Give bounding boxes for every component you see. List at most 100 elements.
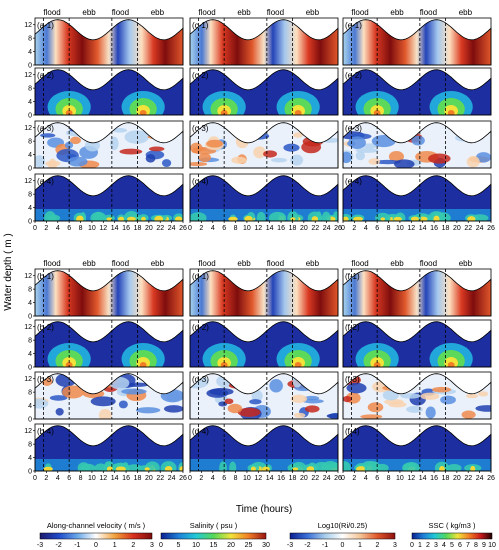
x-tick-label: 2: [352, 225, 356, 232]
panel-label: (c-4): [192, 177, 209, 186]
panel-label: (a-1): [37, 21, 54, 30]
x-tick-label: 18: [289, 475, 297, 482]
y-tick-label: 8: [28, 390, 32, 397]
y-tick-label: 8: [28, 36, 32, 43]
y-tick-label: 0: [28, 219, 32, 226]
panel-label: (b-3): [37, 375, 54, 384]
colorbar-tick-label: 5: [450, 542, 454, 549]
panel-label: (f-4): [345, 427, 360, 436]
colorbar-tick-label: -3: [287, 542, 293, 549]
panel-a-3: (a-3) 0 4 8 12: [24, 120, 184, 173]
colorbar-label: Salinity ( psu ): [190, 521, 238, 530]
phase-label: ebb: [459, 259, 473, 268]
phase-label: ebb: [151, 8, 165, 17]
x-tick-label: 20: [300, 475, 308, 482]
x-tick-label: 6: [222, 225, 226, 232]
x-tick-label: 8: [234, 225, 238, 232]
x-tick-label: 26: [179, 475, 187, 482]
panel-label: (e-4): [345, 177, 362, 186]
x-tick-label: 14: [419, 225, 427, 232]
colorbar-tick-label: 10: [488, 542, 496, 549]
x-tick-label: 22: [156, 475, 164, 482]
colorbar-tick-label: 20: [227, 542, 235, 549]
panel-d-1: (d-1) flood ebb flood ebb: [189, 259, 339, 317]
colorbar-tick-label: 6: [458, 542, 462, 549]
x-tick-label: 8: [387, 225, 391, 232]
panel-a-1: (a-1) 0 4 8 12 flood ebb flood ebb: [24, 8, 184, 70]
x-tick-label: 12: [254, 475, 262, 482]
y-tick-label: 4: [28, 99, 32, 106]
colorbar-tick-label: 5: [177, 542, 181, 549]
panel-e-1: (e-1) flood ebb flood ebb: [342, 8, 492, 66]
colorbar-tick-label: -3: [37, 542, 43, 549]
x-tick-label: 10: [88, 475, 96, 482]
x-tick-label: 16: [122, 225, 130, 232]
x-tick-label: 0: [188, 225, 192, 232]
phase-label: ebb: [237, 8, 251, 17]
phase-label: ebb: [390, 259, 404, 268]
y-tick-label: 4: [28, 455, 32, 462]
colorbar-row: Along-channel velocity ( m/s ) -3 -2 -1 0 1 2 3…: [37, 521, 496, 549]
panel-f-3: (f-3): [342, 371, 492, 420]
colorbar-tick-label: 2: [426, 542, 430, 549]
colorbar-tick-label: -2: [304, 542, 310, 549]
phase-label: flood: [198, 259, 215, 268]
panel-label: (e-2): [345, 71, 362, 80]
colorbar-tick-label: 4: [442, 542, 446, 549]
x-tick-label: 2: [44, 475, 48, 482]
panel-label: (a-2): [37, 71, 54, 80]
colorbar-tick-label: 0: [94, 542, 98, 549]
panel-c-4: (c-4)0 2 4 6 8 10 12 14 16 18 20 22 24 26: [188, 173, 342, 232]
y-tick-label: 0: [28, 166, 32, 173]
colorbar-label: Along-channel velocity ( m/s ): [47, 521, 146, 530]
colorbar-tick-label: 0: [410, 542, 414, 549]
y-tick-label: 4: [28, 351, 32, 358]
panel-c-1: (c-1) flood ebb flood ebb: [189, 8, 339, 66]
x-tick-label: 22: [464, 225, 472, 232]
x-tick-label: 12: [407, 225, 415, 232]
x-tick-label: 2: [44, 225, 48, 232]
panel-label: (d-4): [192, 427, 209, 436]
panel-f-4: (f-4)0 2 4 6 8 10 12 14 16 18 20 22 24 26: [341, 423, 495, 482]
x-tick-label: 8: [79, 225, 83, 232]
x-tick-label: 0: [33, 225, 37, 232]
y-tick-label: 12: [24, 273, 32, 280]
colorbar-1: Along-channel velocity ( m/s ) -3 -2 -1 0 1 2 3: [37, 521, 154, 549]
colorbar-tick-label: 7: [466, 542, 470, 549]
phase-label: ebb: [82, 259, 96, 268]
colorbar-2: Salinity ( psu ) 0 5 10 15 20 25 30: [159, 521, 270, 549]
colorbar-tick-label: 30: [262, 542, 270, 549]
x-tick-label: 14: [419, 475, 427, 482]
panel-label: (c-3): [192, 124, 209, 133]
x-tick-label: 10: [243, 225, 251, 232]
colorbar-tick-label: -1: [74, 542, 80, 549]
colorbar-tick-label: 1: [113, 542, 117, 549]
x-tick-label: 12: [99, 475, 107, 482]
panel-label: (c-1): [192, 21, 209, 30]
x-tick-label: 4: [364, 225, 368, 232]
panel-c-3: (c-3): [189, 120, 339, 169]
x-tick-label: 0: [188, 475, 192, 482]
panel-label: (b-2): [37, 323, 54, 332]
colorbar-tick-label: 0: [159, 542, 163, 549]
colorbar-label: Log10(Ri/0.25): [318, 521, 368, 530]
phase-label: flood: [267, 259, 284, 268]
x-tick-label: 6: [375, 225, 379, 232]
x-tick-label: 18: [134, 225, 142, 232]
phase-label: flood: [112, 259, 129, 268]
x-tick-label: 0: [341, 475, 345, 482]
x-tick-label: 10: [396, 225, 404, 232]
x-tick-label: 18: [442, 225, 450, 232]
x-tick-label: 12: [254, 225, 262, 232]
panel-label: (d-2): [192, 323, 209, 332]
x-tick-label: 16: [277, 475, 285, 482]
phase-label: ebb: [390, 8, 404, 17]
y-tick-label: 12: [24, 376, 32, 383]
y-tick-label: 8: [28, 287, 32, 294]
y-tick-label: 12: [24, 72, 32, 79]
colorbar-tick-label: -1: [322, 542, 328, 549]
phase-label: flood: [43, 259, 60, 268]
